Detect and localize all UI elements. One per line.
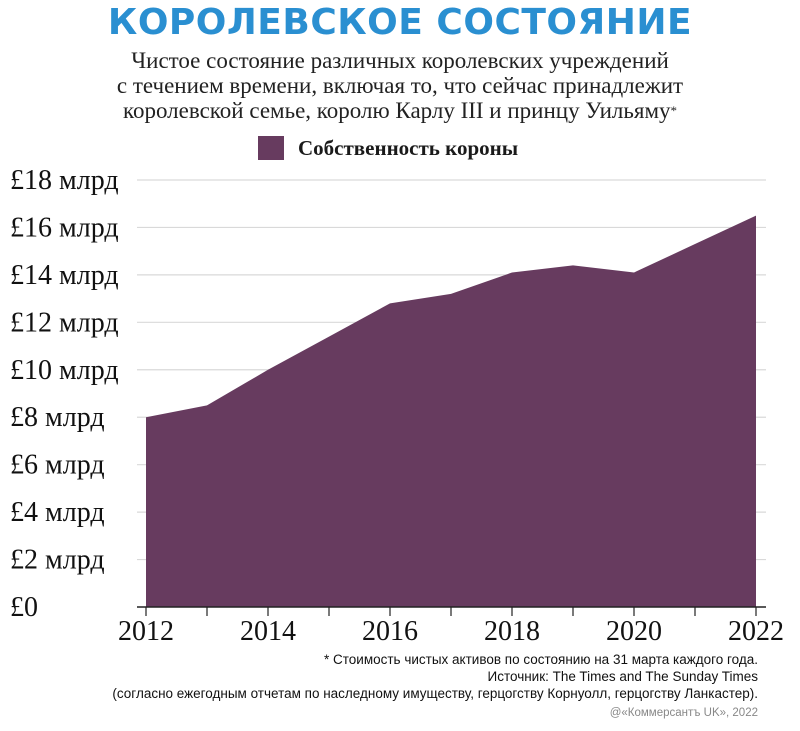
area-series-crown-estate bbox=[146, 215, 756, 608]
y-tick-label: £8 млрд bbox=[10, 402, 105, 433]
footnote-asterisk: * Стоимость чистых активов по состоянию … bbox=[323, 652, 758, 667]
y-tick-label: £4 млрд bbox=[10, 497, 105, 528]
x-tick-label: 2016 bbox=[362, 616, 418, 647]
subtitle-line-3-wrap: королевской семье, королю Карлу III и пр… bbox=[60, 98, 740, 123]
y-tick-label: £18 млрд bbox=[10, 165, 119, 196]
chart-title: КОРОЛЕВСКОЕ СОСТОЯНИЕ bbox=[107, 2, 693, 43]
legend-label: Собственность короны bbox=[298, 135, 519, 160]
y-tick-label: £6 млрд bbox=[10, 450, 105, 481]
area-chart: £18 млрд £16 млрд £14 млрд £12 млрд £10 млрд… bbox=[10, 165, 784, 647]
footnote-source: Источник: The Times and The Sunday Times bbox=[487, 669, 759, 684]
footnote-source-detail: (согласно ежегодным отчетам по наследном… bbox=[112, 686, 758, 701]
x-tick-label: 2014 bbox=[240, 616, 296, 647]
subtitle-line-3: королевской семье, королю Карлу III и пр… bbox=[122, 98, 671, 123]
credit: @«Коммерсантъ UK», 2022 bbox=[609, 707, 758, 719]
legend: Собственность короны bbox=[258, 135, 518, 161]
subtitle-footnote-star: * bbox=[670, 103, 678, 118]
x-tick-label: 2020 bbox=[606, 616, 662, 647]
x-tick-label: 2022 bbox=[728, 616, 784, 647]
subtitle-line-1: Чистое состояние различных королевских у… bbox=[131, 48, 669, 73]
footnotes: * Стоимость чистых активов по состоянию … bbox=[112, 651, 758, 702]
x-tick-label: 2012 bbox=[118, 616, 174, 647]
chart-subtitle: Чистое состояние различных королевских у… bbox=[60, 48, 740, 123]
y-tick-label: £16 млрд bbox=[10, 212, 119, 243]
subtitle-line-2: с течением времени, включая то, что сейч… bbox=[116, 73, 684, 98]
x-tick-label: 2018 bbox=[484, 616, 540, 647]
y-tick-label: £0 bbox=[10, 592, 38, 623]
legend-swatch bbox=[258, 136, 284, 160]
y-tick-label: £12 млрд bbox=[10, 307, 119, 338]
y-tick-label: £14 млрд bbox=[10, 260, 119, 291]
y-tick-label: £10 млрд bbox=[10, 355, 119, 386]
y-tick-label: £2 млрд bbox=[10, 545, 105, 576]
